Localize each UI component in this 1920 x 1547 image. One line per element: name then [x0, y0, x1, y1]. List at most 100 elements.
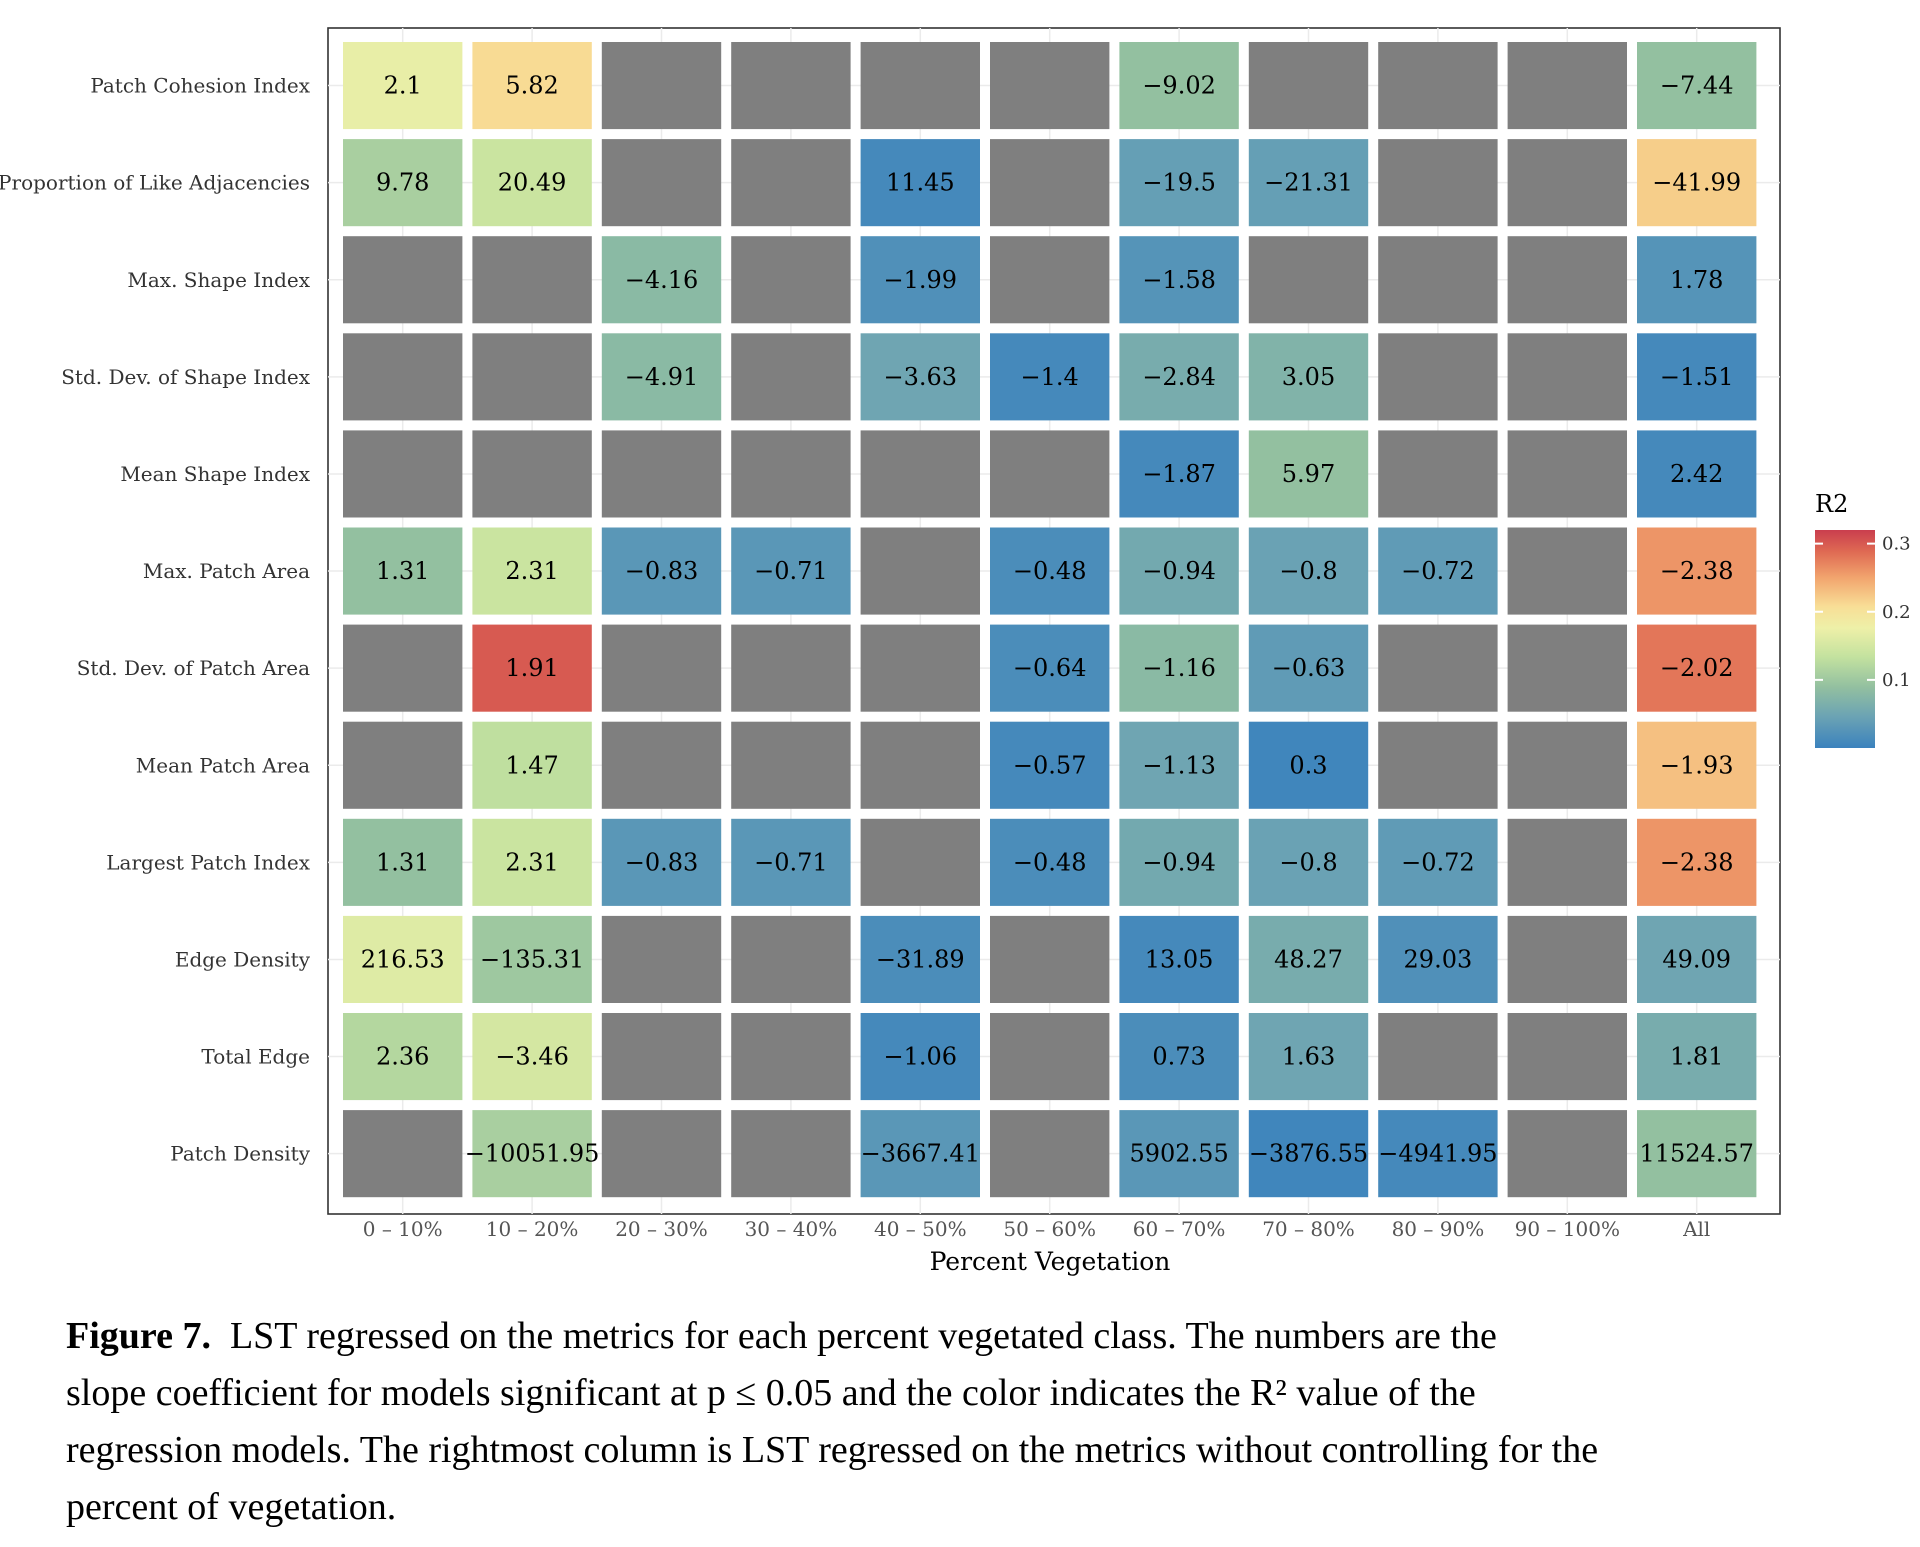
caption-text-1: LST regressed on the metrics for each pe…	[229, 1315, 1497, 1357]
cell-value-label: 216.53	[361, 945, 445, 973]
cell-value-label: −0.71	[754, 848, 828, 876]
heatmap-cell	[1119, 236, 1239, 324]
heatmap-cell	[1378, 430, 1498, 518]
cell-value-label: 29.03	[1404, 945, 1473, 973]
cell-value-label: 13.05	[1145, 945, 1214, 973]
heatmap-cell	[472, 42, 592, 130]
heatmap-cell	[990, 333, 1110, 421]
heatmap-cell	[472, 1013, 592, 1101]
cell-value-label: 3.05	[1282, 363, 1335, 391]
heatmap-cell	[1637, 915, 1757, 1003]
heatmap-cell	[860, 236, 980, 324]
caption-figure-label: Figure 7.	[66, 1315, 211, 1357]
legend-colorbar	[1815, 530, 1875, 748]
caption-line-2: slope coefficient for models significant…	[66, 1372, 1476, 1414]
row-label: Largest Patch Index	[106, 850, 310, 874]
legend-tick-label: 0.1	[1882, 670, 1911, 691]
heatmap-cell	[601, 1110, 722, 1198]
column-label: 50 – 60%	[1003, 1217, 1096, 1241]
heatmap-cell	[472, 1110, 592, 1198]
cell-value-label: −2.84	[1142, 363, 1216, 391]
figure-caption: Figure 7. LST regressed on the metrics f…	[66, 1308, 1866, 1536]
heatmap-cell	[343, 1013, 463, 1101]
heatmap-cell	[1637, 818, 1757, 906]
cell-value-label: −0.63	[1272, 654, 1346, 682]
cell-value-label: −1.4	[1021, 363, 1079, 391]
cell-value-label: 1.47	[505, 751, 558, 779]
cell-value-label: −0.8	[1279, 557, 1337, 585]
heatmap-cell	[1248, 333, 1369, 421]
heatmap-cell	[860, 1013, 980, 1101]
cell-value-label: −21.31	[1264, 169, 1353, 197]
column-labels: 0 – 10% 10 – 20% 20 – 30% 30 – 40% 40 – 50% 5…	[363, 1217, 1711, 1241]
heatmap-cell	[1378, 139, 1498, 227]
heatmap-cell	[731, 915, 851, 1003]
cell-value-label: −4.91	[625, 363, 699, 391]
cell-value-label: 1.63	[1282, 1043, 1335, 1071]
cell-value-label: 9.78	[376, 169, 429, 197]
cell-value-label: −1.93	[1660, 751, 1734, 779]
heatmap-cell	[1378, 721, 1498, 809]
cell-value-label: 1.81	[1670, 1043, 1723, 1071]
cell-value-label: −0.8	[1279, 848, 1337, 876]
row-label: Patch Cohesion Index	[90, 74, 310, 98]
heatmap-cell	[990, 236, 1110, 324]
heatmap-cell	[990, 1013, 1110, 1101]
heatmap-cell	[990, 624, 1110, 712]
heatmap-cell	[1637, 1013, 1757, 1101]
heatmap-cell	[1119, 624, 1239, 712]
heatmap-cell	[860, 818, 980, 906]
cell-value-label: 1.91	[505, 654, 558, 682]
heatmap-cell	[1637, 1110, 1757, 1198]
cell-value-label: 49.09	[1662, 945, 1731, 973]
heatmap-cell	[1637, 430, 1757, 518]
heatmap-cell	[472, 527, 592, 615]
heatmap-cell	[1119, 139, 1239, 227]
heatmap-cell	[343, 1110, 463, 1198]
heatmap-cell	[990, 1110, 1110, 1198]
heatmap-cell	[1248, 818, 1369, 906]
row-label: Max. Shape Index	[127, 268, 310, 292]
cell-value-label: −1.06	[884, 1043, 958, 1071]
heatmap-cell	[1378, 527, 1498, 615]
caption-line-3: regression models. The rightmost column …	[66, 1429, 1599, 1471]
heatmap-cell	[1378, 624, 1498, 712]
cell-value-label: 2.42	[1670, 460, 1723, 488]
cell-value-label: −3876.55	[1249, 1140, 1368, 1168]
cell-value-label: 5.82	[505, 72, 558, 100]
row-labels: Patch Cohesion Index Proportion of Like A…	[0, 74, 311, 1166]
legend: R2 0.1 0.2 0.3	[1815, 490, 1911, 748]
heatmap-cell	[1119, 333, 1239, 421]
heatmap-cell	[343, 624, 463, 712]
heatmap-cell	[731, 818, 851, 906]
heatmap-cell	[1378, 236, 1498, 324]
heatmap-cell	[1119, 42, 1239, 130]
heatmap-cell	[1119, 721, 1239, 809]
cell-value-label: 2.36	[376, 1043, 429, 1071]
heatmap-cell	[1507, 1013, 1627, 1101]
row-label: Mean Shape Index	[120, 462, 310, 486]
heatmap-cell	[1637, 236, 1757, 324]
heatmap-cell	[601, 333, 722, 421]
cell-value-label: 11.45	[886, 169, 955, 197]
heatmap-cell	[860, 139, 980, 227]
heatmap-cell	[1507, 42, 1627, 130]
legend-tick-label: 0.2	[1882, 602, 1911, 623]
cell-value-label: −1.51	[1660, 363, 1734, 391]
heatmap-cell	[1507, 333, 1627, 421]
heatmap-cell	[1248, 915, 1369, 1003]
heatmap-cell	[1507, 624, 1627, 712]
heatmap-cell	[1507, 527, 1627, 615]
column-label: 30 – 40%	[745, 1217, 838, 1241]
cell-value-label: 11524.57	[1639, 1140, 1754, 1168]
heatmap-cell	[601, 42, 722, 130]
row-label: Std. Dev. of Shape Index	[61, 365, 310, 389]
heatmap-cell	[1248, 430, 1369, 518]
cell-value-label: −1.87	[1142, 460, 1216, 488]
column-label: 80 – 90%	[1392, 1217, 1485, 1241]
cell-value-label: −1.99	[884, 266, 958, 294]
heatmap-cell	[1119, 527, 1239, 615]
row-label: Total Edge	[201, 1045, 310, 1069]
cell-value-label: −135.31	[480, 945, 584, 973]
heatmap-cell	[343, 721, 463, 809]
